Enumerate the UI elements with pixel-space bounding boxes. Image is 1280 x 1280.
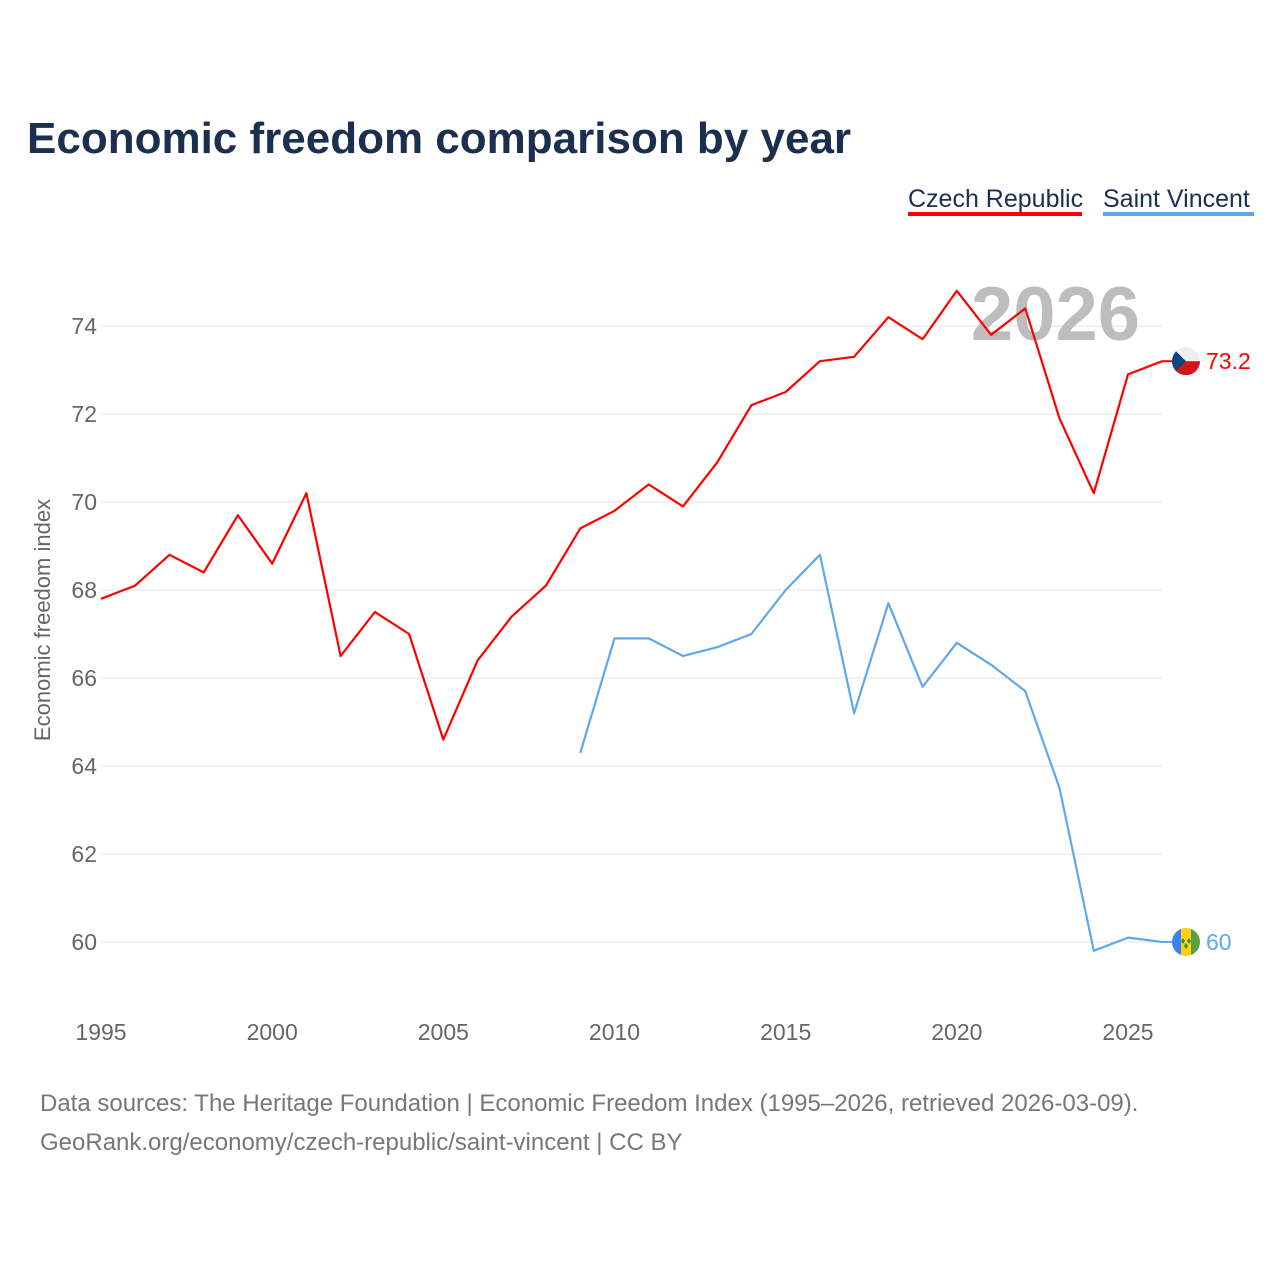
series-group: 73.2 60 — [98, 288, 1251, 956]
data-point — [406, 631, 412, 637]
data-point — [372, 609, 378, 615]
legend-item-saint-vincent[interactable]: Saint Vincent — [1103, 185, 1254, 216]
legend-label: Saint Vincent — [1103, 185, 1250, 213]
data-point — [509, 613, 515, 619]
y-tick-label: 60 — [71, 929, 97, 955]
x-tick-label: 2005 — [418, 1019, 469, 1045]
x-tick-label: 2010 — [589, 1019, 640, 1045]
y-tick-label: 72 — [71, 401, 97, 427]
footer-link[interactable]: GeoRank.org/economy/czech-republic/saint… — [40, 1129, 683, 1156]
data-point — [1057, 415, 1063, 421]
data-point — [612, 635, 618, 641]
data-point — [885, 600, 891, 606]
data-point — [303, 490, 309, 496]
series-line-saint-vincent — [579, 553, 1163, 952]
data-point — [817, 552, 823, 558]
data-point — [577, 750, 583, 756]
data-point — [680, 503, 686, 509]
chart-title: Economic freedom comparison by year — [27, 114, 851, 163]
legend-item-czech-republic[interactable]: Czech Republic — [908, 185, 1083, 216]
data-point — [1125, 935, 1131, 941]
data-point — [954, 640, 960, 646]
data-point — [988, 332, 994, 338]
x-tick-label: 2000 — [247, 1019, 298, 1045]
data-point — [851, 710, 857, 716]
x-tick-label: 2020 — [931, 1019, 982, 1045]
data-point — [646, 635, 652, 641]
data-point — [714, 644, 720, 650]
data-point — [783, 587, 789, 593]
y-tick-label: 64 — [71, 753, 97, 779]
data-point — [1057, 785, 1063, 791]
y-axis-label: Economic freedom index — [30, 499, 55, 741]
data-point — [166, 552, 172, 558]
data-point — [988, 662, 994, 668]
data-point — [1022, 688, 1028, 694]
data-point — [1022, 305, 1028, 311]
data-point — [646, 481, 652, 487]
data-point — [817, 358, 823, 364]
grid: 60 62 64 66 68 70 72 74 1995 2000 2005 2010 2015 2020… — [71, 313, 1162, 1045]
footer-sources: Data sources: The Heritage Foundation | … — [40, 1090, 1138, 1117]
data-point — [851, 354, 857, 360]
x-tick-label: 2025 — [1102, 1019, 1153, 1045]
data-point — [201, 569, 207, 575]
y-tick-label: 74 — [71, 313, 97, 339]
x-tick-label: 1995 — [75, 1019, 126, 1045]
y-tick-label: 70 — [71, 489, 97, 515]
year-watermark: 2026 — [971, 272, 1140, 357]
legend-label: Czech Republic — [908, 185, 1083, 213]
y-tick-label: 68 — [71, 577, 97, 603]
data-point — [954, 288, 960, 294]
end-value-label: 73.2 — [1206, 348, 1251, 374]
data-point — [475, 657, 481, 663]
data-point — [885, 314, 891, 320]
data-point — [440, 737, 446, 743]
legend-swatch — [908, 212, 1082, 216]
data-point — [714, 459, 720, 465]
saint-vincent-flag-icon — [1172, 928, 1200, 956]
czech-flag-icon — [1172, 347, 1200, 376]
data-point — [612, 508, 618, 514]
data-point — [543, 583, 549, 589]
data-point — [98, 596, 104, 602]
data-point — [920, 336, 926, 342]
data-point — [1091, 948, 1097, 954]
y-tick-label: 66 — [71, 665, 97, 691]
data-point — [269, 561, 275, 567]
series-line-czech-republic — [100, 289, 1163, 741]
legend: Czech Republic Saint Vincent — [908, 185, 1254, 216]
data-point — [748, 631, 754, 637]
y-tick-label: 62 — [71, 841, 97, 867]
data-point — [1091, 490, 1097, 496]
legend-swatch — [1103, 212, 1254, 216]
x-tick-label: 2015 — [760, 1019, 811, 1045]
data-point — [338, 653, 344, 659]
data-point — [132, 583, 138, 589]
data-point — [1125, 371, 1131, 377]
end-value-label: 60 — [1206, 929, 1232, 955]
data-point — [235, 512, 241, 518]
data-point — [920, 684, 926, 690]
data-point — [680, 653, 686, 659]
data-point — [577, 525, 583, 531]
data-point — [783, 389, 789, 395]
data-point — [748, 402, 754, 408]
